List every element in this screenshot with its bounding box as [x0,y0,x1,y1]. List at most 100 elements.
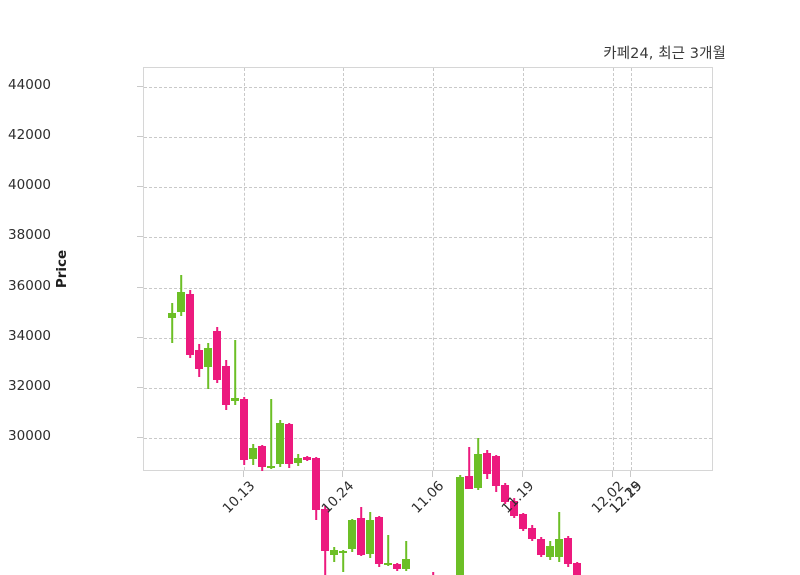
candle-body-bullish [177,292,185,312]
candle-body-bullish [231,398,239,401]
candlestick[interactable] [519,68,527,531]
candlestick[interactable] [591,68,599,472]
y-tick-mark [137,186,143,188]
x-tick-label: 10.13 [219,478,259,517]
candlestick[interactable] [186,68,194,472]
candlestick[interactable] [528,68,536,541]
candlestick[interactable] [222,68,230,472]
y-tick-label: 36000 [8,277,51,294]
candlestick[interactable] [240,68,248,472]
candle-body-bullish [267,466,275,468]
y-tick-mark [137,86,143,87]
candlestick[interactable] [303,68,311,472]
candlestick[interactable] [420,68,428,472]
y-tick-label: 32000 [8,377,51,394]
y-tick-label: 30000 [8,428,51,444]
candle-body-bearish [213,331,221,380]
candlestick[interactable] [348,68,356,552]
candle-body-bearish [528,528,536,539]
y-tick-mark [137,386,143,388]
candle-body-bearish [195,350,203,369]
candlestick[interactable] [258,68,266,472]
candlestick[interactable] [501,68,509,504]
candlestick[interactable] [285,68,293,472]
candlestick[interactable] [294,68,302,472]
candle-body-bearish [186,294,194,355]
candle-body-bearish [537,539,545,555]
candle-body-bearish [510,501,518,516]
candlestick[interactable] [456,68,464,575]
candle-body-bearish [465,476,473,489]
candle-body-bullish [384,563,392,565]
candlestick[interactable] [600,68,608,472]
candlestick[interactable] [366,68,374,558]
candle-body-bearish [321,509,329,551]
candle-body-bullish [456,477,464,575]
candlestick[interactable] [213,68,221,472]
candlestick[interactable] [177,68,185,472]
candlestick[interactable] [168,68,176,472]
y-tick-label: 38000 [8,227,51,244]
y-tick-label: 40000 [8,177,51,194]
y-tick-label: 42000 [8,127,51,144]
candlestick[interactable] [618,68,626,472]
candlestick[interactable] [375,68,383,567]
candle-body-bullish [249,448,257,459]
candle-body-bearish [573,563,581,575]
candlestick[interactable] [447,68,455,472]
candlestick[interactable] [231,68,239,472]
candlestick[interactable] [537,68,545,557]
candlestick[interactable] [573,68,581,575]
x-tick-label: 12.15 [606,478,646,517]
candlestick[interactable] [429,68,437,575]
x-tick-label: 11.06 [408,478,448,517]
candlestick[interactable] [312,68,320,520]
candlestick[interactable] [267,68,275,472]
candle-body-bearish [357,518,365,555]
candlestick[interactable] [438,68,446,472]
candlestick[interactable] [357,68,365,556]
y-tick-mark [137,136,143,138]
candlestick[interactable] [384,68,392,566]
candlestick[interactable] [510,68,518,518]
candlestick[interactable] [483,68,491,479]
y-tick-mark [137,286,143,288]
candlestick[interactable] [546,68,554,560]
candlestick[interactable] [195,68,203,472]
candle-body-bearish [258,446,266,467]
candlestick[interactable] [465,68,473,489]
candlestick[interactable] [330,68,338,562]
candle-body-bearish [375,517,383,564]
candlestick[interactable] [627,68,635,472]
candle-body-bullish [294,458,302,463]
y-tick-mark [137,236,143,238]
candle-body-bullish [204,348,212,367]
candlestick[interactable] [321,68,329,575]
candle-body-bearish [240,399,248,460]
chart-title: 카페24, 최근 3개월 [603,46,726,62]
candlestick[interactable] [339,68,347,572]
candlestick[interactable] [474,68,482,490]
candlestick[interactable] [393,68,401,571]
candle-body-bearish [501,485,509,502]
candlestick[interactable] [249,68,257,472]
candlestick[interactable] [276,68,284,472]
y-tick-mark [137,437,143,438]
candlestick[interactable] [564,68,572,567]
candlestick[interactable] [204,68,212,472]
candle-wick [342,550,344,572]
candlestick[interactable] [492,68,500,492]
candle-wick [171,303,173,343]
candlestick[interactable] [411,68,419,472]
candle-body-bullish [330,550,338,555]
candle-wick [558,512,560,562]
candlestick[interactable] [609,68,617,472]
candle-body-bullish [366,520,374,554]
candlestick[interactable] [555,68,563,562]
candle-body-bullish [168,313,176,318]
candlestick[interactable] [402,68,410,571]
candle-body-bullish [555,539,563,557]
candlestick[interactable] [582,68,590,472]
y-tick-label: 44000 [8,77,51,93]
